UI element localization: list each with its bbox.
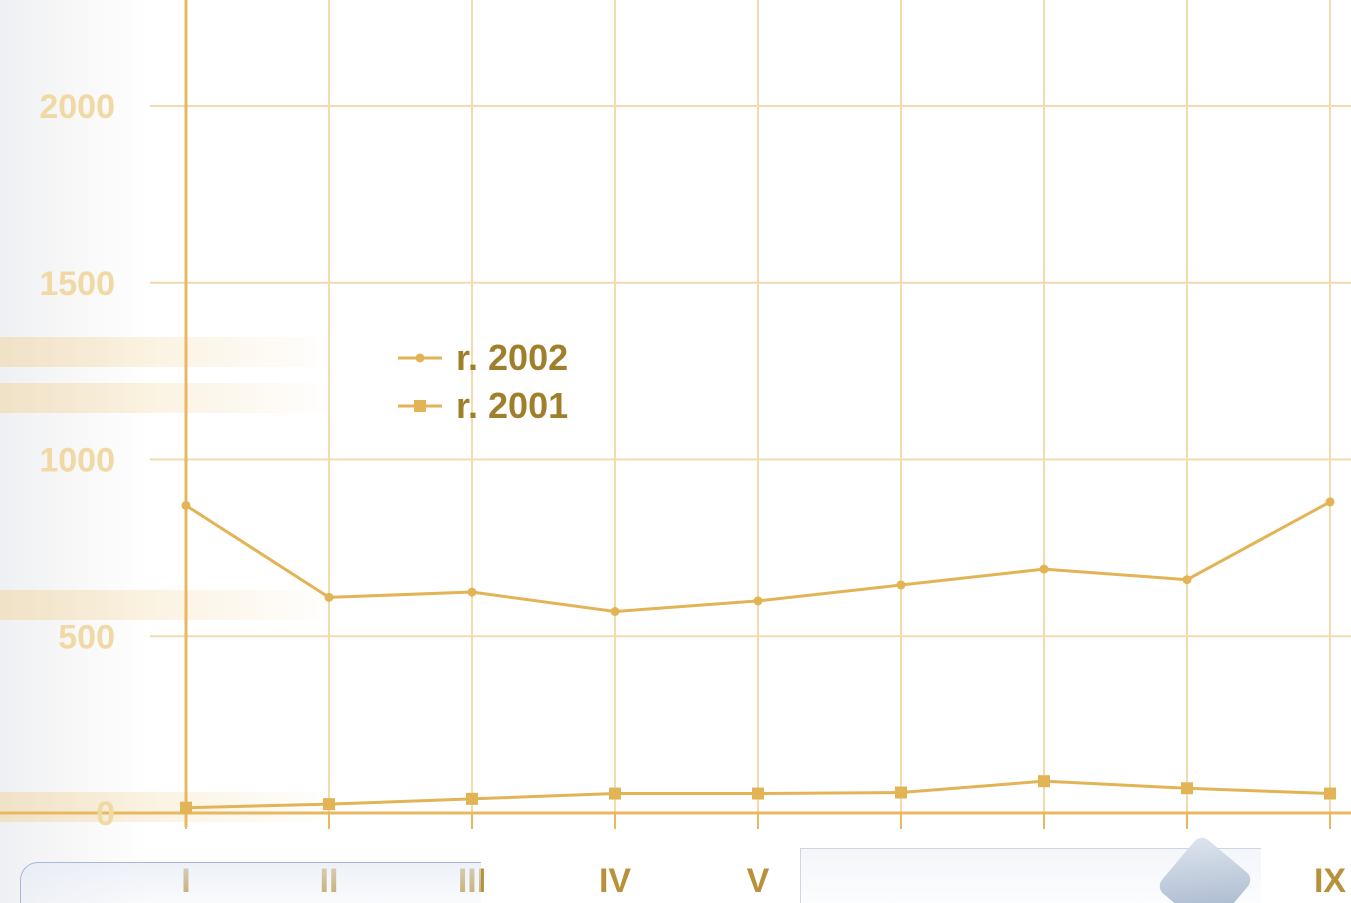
decorative-band xyxy=(0,590,340,620)
data-point xyxy=(752,787,764,800)
data-point xyxy=(609,787,621,800)
data-point xyxy=(1039,564,1049,574)
data-point xyxy=(1182,575,1192,585)
decorative-band xyxy=(0,337,340,367)
x-tick-label: IV xyxy=(599,862,631,900)
y-tick-label: 2000 xyxy=(39,88,115,126)
data-point xyxy=(180,801,192,814)
decorative-table-graphic xyxy=(20,862,481,903)
decorative-band xyxy=(0,792,340,822)
data-point xyxy=(1325,497,1335,507)
data-point xyxy=(181,500,191,510)
data-point xyxy=(1181,782,1193,795)
legend-marker xyxy=(415,353,425,363)
data-point xyxy=(896,580,906,590)
x-tick-label: V xyxy=(747,862,770,900)
decorative-band xyxy=(0,383,340,413)
data-point xyxy=(323,798,335,811)
data-point xyxy=(1324,787,1336,800)
x-tick-label: IX xyxy=(1314,862,1346,900)
y-tick-label: 0 xyxy=(96,795,115,833)
data-point xyxy=(753,596,763,606)
data-point xyxy=(466,792,478,805)
y-tick-label: 1500 xyxy=(39,265,115,303)
data-point xyxy=(324,592,334,602)
data-point xyxy=(895,786,907,799)
legend-label: r. 2001 xyxy=(456,385,568,426)
data-point xyxy=(610,607,620,617)
data-point xyxy=(467,587,477,597)
y-tick-label: 1000 xyxy=(39,442,115,480)
data-point xyxy=(1038,775,1050,788)
legend-label: r. 2002 xyxy=(456,337,568,378)
y-tick-label: 500 xyxy=(58,618,115,656)
legend-marker xyxy=(414,400,426,412)
